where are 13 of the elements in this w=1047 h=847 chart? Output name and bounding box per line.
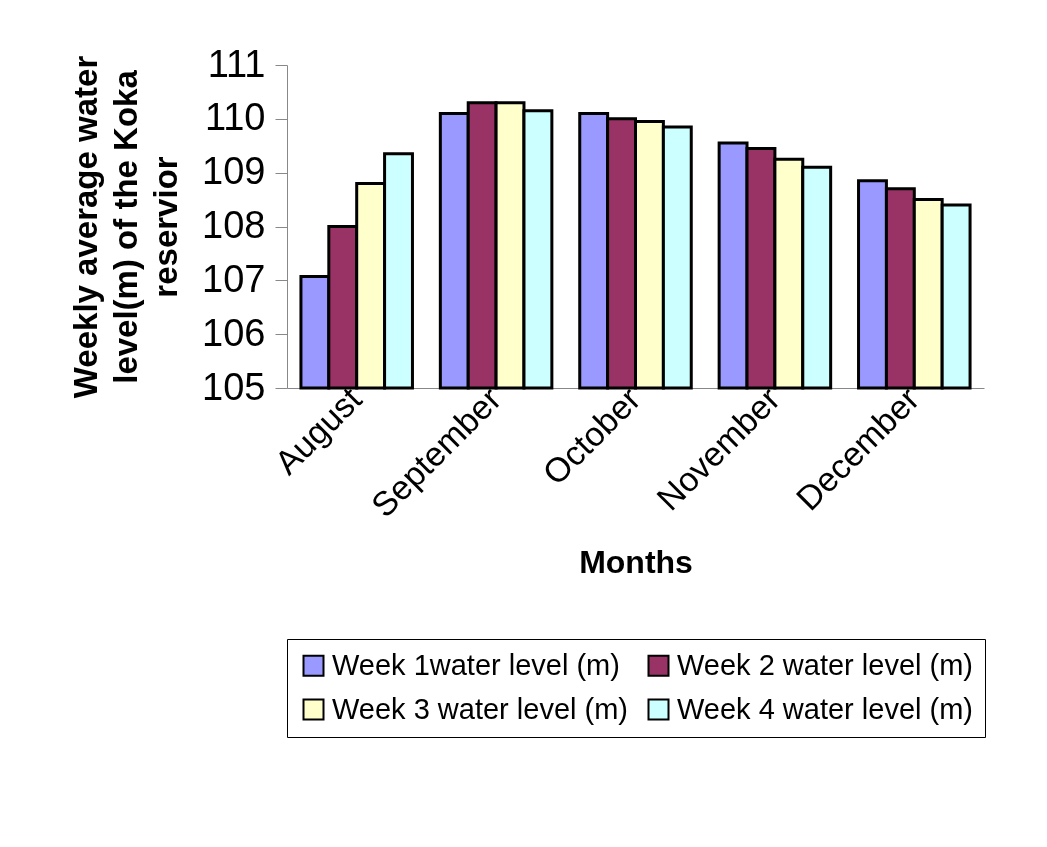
y-tick-label: 106 [202,311,266,354]
y-tick-label: 105 [202,365,266,408]
y-tick-label: 111 [207,42,266,85]
legend-label: Week 3 water level (m) [332,692,628,725]
y-tick-label: 107 [202,257,266,300]
y-tick-label: 110 [204,96,266,139]
legend-label: Week 1water level (m) [332,648,620,681]
y-tick-label: 108 [202,204,266,246]
y-tick-label: 109 [202,150,266,193]
y-axis-title: Weekly average water level(m) of the Koka reservior [67,55,185,399]
legend-label: Week 2 water level (m) [677,648,973,681]
legend-label: Week 4 water level (m) [677,692,973,725]
x-axis-title: Months [579,544,693,581]
